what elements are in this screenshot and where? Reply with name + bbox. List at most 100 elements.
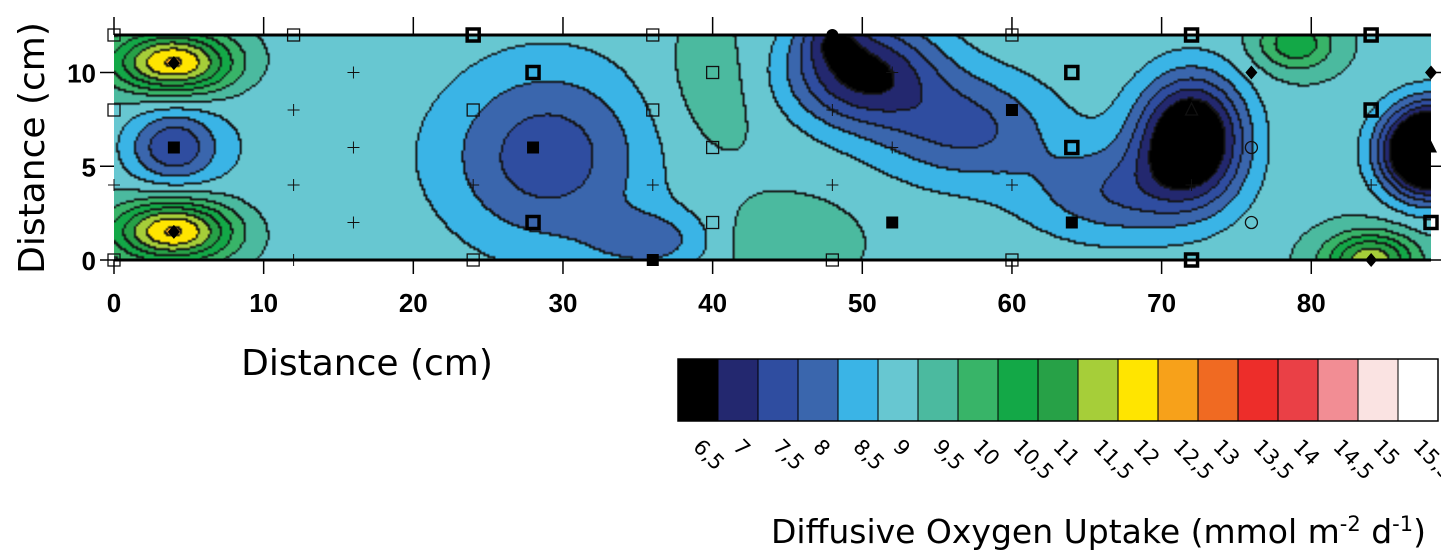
marker-plus-29 [826, 104, 839, 116]
colorbar-label-18: 15,5 [1408, 435, 1441, 485]
colorbar-label-10: 11,5 [1088, 435, 1138, 485]
colorbar-swatch-6 [917, 358, 959, 422]
marker-plus-12 [347, 141, 360, 154]
marker-double-square-20 [525, 214, 541, 231]
marker-plus-2 [108, 179, 120, 191]
y-tick-label-0: 0 [82, 246, 96, 276]
marker-plus-8 [287, 104, 300, 116]
colorbar-swatch-17 [1357, 358, 1399, 422]
x-tick-label-10: 10 [249, 288, 278, 318]
marker-plus-11 [347, 66, 360, 79]
colorbar-label-12: 12,5 [1168, 435, 1218, 485]
y-axis-title: Distance (cm) [12, 22, 53, 274]
y-axis: 0 5 10 [67, 59, 1441, 276]
colorbar-swatch-10 [1077, 358, 1119, 422]
colorbar-label-3: 8 [808, 435, 834, 461]
marker-plus-30 [826, 179, 839, 191]
plot-area [114, 35, 1431, 260]
colorbar-swatch-11 [1117, 358, 1159, 422]
colorbar-label-2: 7,5 [768, 435, 809, 476]
plot-frame [114, 33, 1431, 262]
colorbar-swatch-18 [1397, 358, 1439, 422]
colorbar-swatch-14 [1237, 358, 1279, 422]
colorbar-label-8: 10,5 [1008, 435, 1058, 485]
marker-open-square-25 [705, 65, 720, 80]
marker-filled-square-36 [1005, 104, 1018, 116]
x-axis-title: Distance (cm) [241, 343, 493, 384]
marker-filled-triangle-54 [1425, 140, 1437, 153]
colorbar-swatch-16 [1317, 358, 1359, 422]
marker-plus-13 [347, 216, 360, 229]
x-tick-label-60: 60 [997, 288, 1026, 318]
y-tick-label-5: 5 [82, 152, 96, 182]
colorbar-border [677, 358, 1439, 422]
colorbar-title-prefix: Diffusive Oxygen Uptake (mmol m [771, 512, 1340, 551]
y-tick-label-10: 10 [67, 59, 96, 89]
marker-double-square-18 [525, 64, 541, 81]
colorbar-label-14: 13,5 [1248, 435, 1298, 485]
marker-plus-16 [467, 179, 480, 191]
marker-plus-23 [646, 179, 659, 191]
marker-filled-diamond-6 [167, 224, 180, 239]
colorbar-title-sup1: -2 [1340, 512, 1361, 536]
x-tick-label-30: 30 [549, 288, 578, 318]
marker-open-circle-48 [1244, 215, 1259, 230]
colorbar-label-0: 6,5 [688, 435, 729, 476]
marker-plus-32 [886, 66, 899, 79]
x-axis: 0 10 20 30 40 50 60 70 80 [107, 17, 1326, 318]
x-tick-label-0: 0 [107, 288, 121, 318]
marker-plus-33 [886, 141, 899, 154]
marker-filled-diamond-4 [167, 56, 180, 71]
marker-plus-44 [1185, 179, 1198, 191]
x-tick-label-50: 50 [848, 288, 877, 318]
colorbar-swatch-15 [1277, 358, 1319, 422]
colorbar-swatch-3 [797, 358, 839, 422]
marker-filled-diamond-46 [1245, 65, 1258, 80]
marker-filled-square-19 [527, 141, 540, 154]
marker-double-square-50 [1363, 102, 1379, 118]
x-tick-label-70: 70 [1147, 288, 1176, 318]
marker-double-square-55 [1423, 214, 1439, 231]
x-tick-label-40: 40 [698, 288, 727, 318]
contour-fill [114, 35, 1431, 260]
colorbar-label-1: 7 [728, 435, 754, 461]
marker-open-square-15 [466, 103, 480, 117]
colorbar-swatch-9 [1037, 358, 1079, 422]
marker-open-circle-47 [1244, 140, 1259, 155]
marker-filled-square-41 [1065, 216, 1078, 229]
colorbar-label-6: 9,5 [928, 435, 969, 476]
marker-open-square-26 [705, 140, 720, 155]
marker-double-square-39 [1064, 64, 1080, 81]
marker-open-square-22 [646, 103, 660, 117]
marker-open-triangle-43 [1184, 101, 1199, 116]
colorbar-swatch-0 [677, 358, 719, 422]
colorbar-label-7: 10 [968, 435, 1004, 471]
colorbar: 6,5 7 7,5 8 8,5 9 9,5 10 10,511 11,512 12,513 13,51… [677, 358, 1441, 485]
colorbar-label-16: 14,5 [1328, 435, 1378, 485]
colorbar-swatch-8 [997, 358, 1039, 422]
x-tick-label-80: 80 [1297, 288, 1326, 318]
marker-open-square-1 [107, 103, 121, 117]
colorbar-swatch-1 [717, 358, 759, 422]
marker-plus-37 [1005, 179, 1018, 191]
colorbar-swatch-7 [957, 358, 999, 422]
colorbar-title: Diffusive Oxygen Uptake (mmol m-2 d-1) [771, 512, 1426, 551]
colorbar-title-sup2: -1 [1392, 512, 1413, 536]
colorbar-title-suffix: ) [1413, 512, 1426, 551]
colorbar-title-mid: d [1361, 512, 1392, 551]
colorbar-label-5: 9 [888, 435, 914, 461]
colorbar-label-4: 8,5 [848, 435, 889, 476]
colorbar-swatch-13 [1197, 358, 1239, 422]
colorbar-swatch-4 [837, 358, 879, 422]
marker-double-square-40 [1064, 139, 1080, 156]
x-tick-label-20: 20 [399, 288, 428, 318]
colorbar-swatch-5 [877, 358, 919, 422]
marker-filled-square-34 [886, 216, 899, 229]
marker-plus-51 [1365, 179, 1378, 191]
colorbar-swatch-2 [757, 358, 799, 422]
marker-plus-9 [287, 179, 300, 191]
marker-open-square-27 [705, 215, 720, 230]
marker-filled-square-5 [167, 141, 180, 154]
colorbar-swatch-12 [1157, 358, 1199, 422]
